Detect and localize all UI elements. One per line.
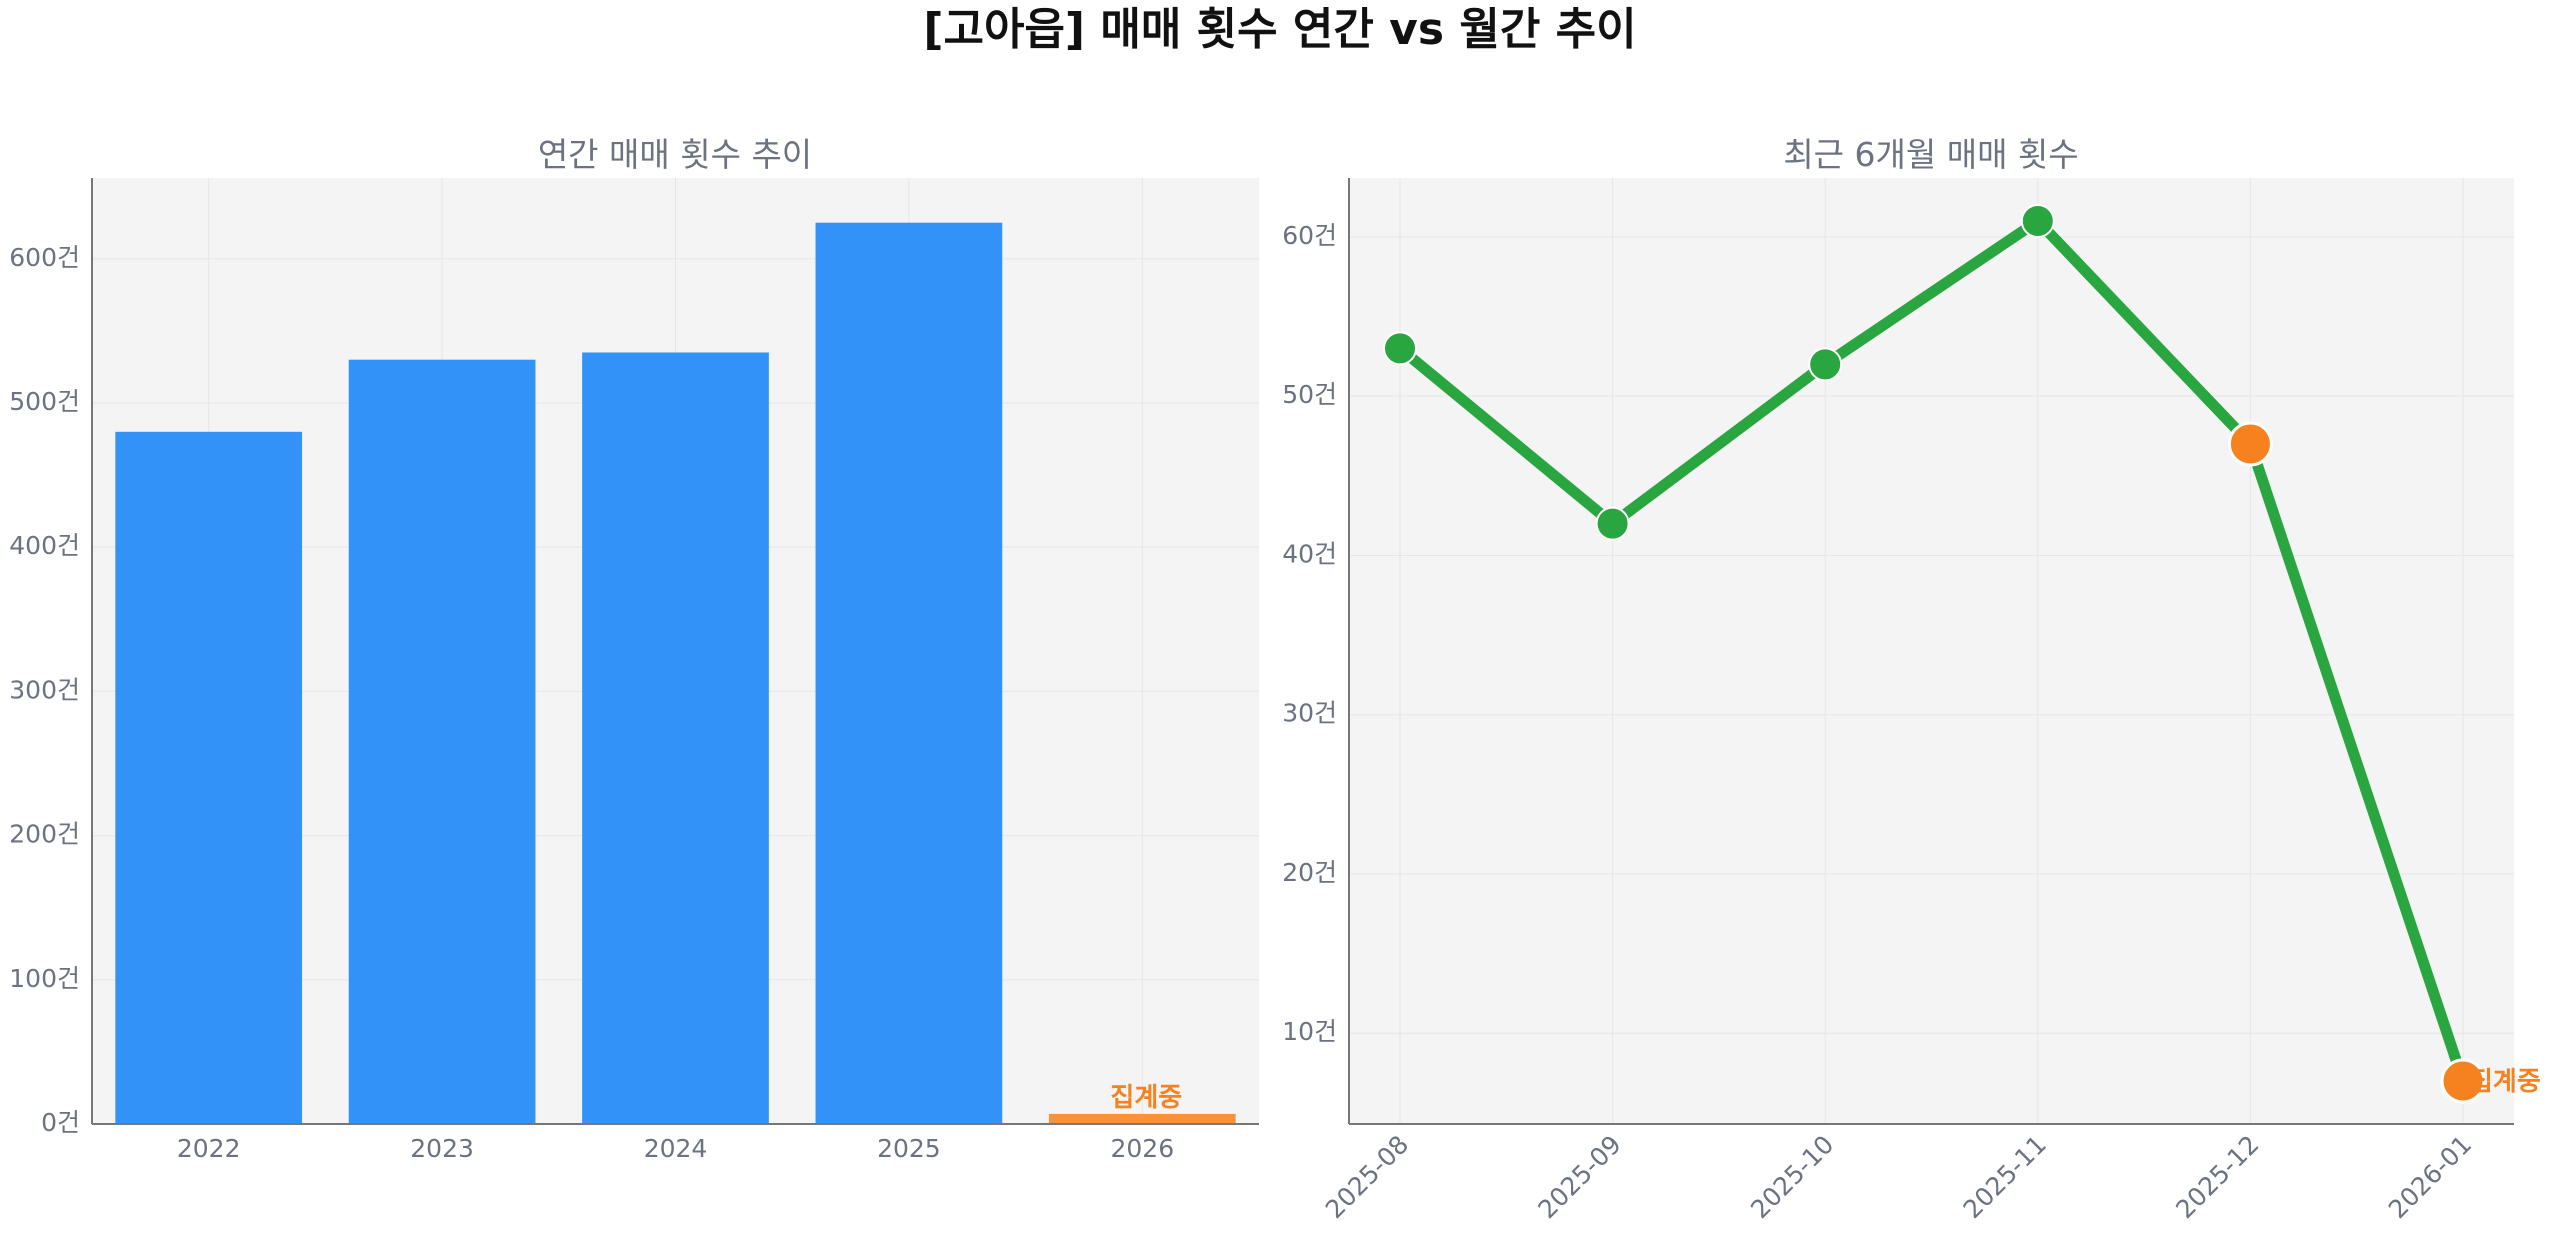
monthly-x-tick-label: 2025-12 [2170,1130,2264,1224]
annual-x-tick-label: 2024 [644,1134,708,1163]
annual-bar [582,352,769,1124]
annual-x-tick-label: 2025 [877,1134,941,1163]
annual-x-tick-label: 2022 [177,1134,241,1163]
annual-partial-note: 집계중 [1110,1083,1182,1113]
monthly-point-highlight [2440,1058,2486,1104]
annual-bar-partial [1048,1113,1236,1124]
monthly-y-tick-label: 30건 [1282,699,1337,728]
monthly-x-tick-label: 2025-11 [1958,1130,2052,1224]
monthly-point [1595,506,1630,541]
annual-y-tick-label: 500건 [9,387,80,416]
annual-y-tick-label: 400건 [9,531,80,560]
monthly-line-chart: 10건 20건 30건 40건 50건 60건 2025-08 2025-09 2025-10… [1282,135,2541,1224]
annual-x-tick-label: 2026 [1110,1134,1174,1163]
annual-y-tick-label: 0건 [41,1108,80,1137]
annual-y-tick-label: 300건 [9,675,80,704]
monthly-y-tick-label: 50건 [1282,380,1337,409]
annual-bar [115,431,303,1124]
annual-chart-title: 연간 매매 횟수 추이 [538,135,812,174]
monthly-x-ticks: 2025-08 2025-09 2025-10 2025-11 2025-12 2026-… [1320,1130,2477,1224]
annual-y-tick-label: 100건 [9,964,80,993]
annual-bars [115,222,1236,1124]
monthly-y-ticks: 10건 20건 30건 40건 50건 60건 [1282,221,1337,1046]
monthly-gridlines [1349,178,2514,1124]
monthly-partial-note: 집계중 [2469,1067,2541,1097]
monthly-y-tick-label: 20건 [1282,858,1337,887]
annual-bar [815,222,1003,1124]
monthly-x-tick-label: 2025-09 [1532,1130,1626,1224]
main-title: [고아읍] 매매 횟수 연간 vs 월간 추이 [923,4,1637,55]
monthly-y-tick-label: 10건 [1282,1017,1337,1046]
monthly-plot-area [1349,178,2514,1124]
monthly-y-tick-label: 40건 [1282,539,1337,568]
annual-y-ticks: 0건 100건 200건 300건 400건 500건 600건 [9,243,80,1137]
annual-bar [348,359,536,1124]
monthly-points [1383,204,2486,1104]
monthly-point [2020,204,2055,238]
monthly-series-line [1394,215,2469,1087]
monthly-x-tick-label: 2025-08 [1320,1130,1414,1224]
monthly-x-tick-label: 2026-01 [2383,1130,2477,1224]
annual-x-ticks: 2022 2023 2024 2025 2026 [177,1134,1174,1163]
annual-y-tick-label: 200건 [9,820,80,849]
monthly-point-highlight [2227,421,2273,467]
monthly-point [1808,347,1843,382]
annual-x-tick-label: 2023 [410,1134,474,1163]
monthly-point [1383,331,1417,366]
monthly-x-tick-label: 2025-10 [1745,1130,1839,1224]
annual-y-tick-label: 600건 [9,243,80,272]
monthly-chart-title: 최근 6개월 매매 횟수 [1783,135,2078,174]
monthly-y-tick-label: 60건 [1282,221,1337,250]
